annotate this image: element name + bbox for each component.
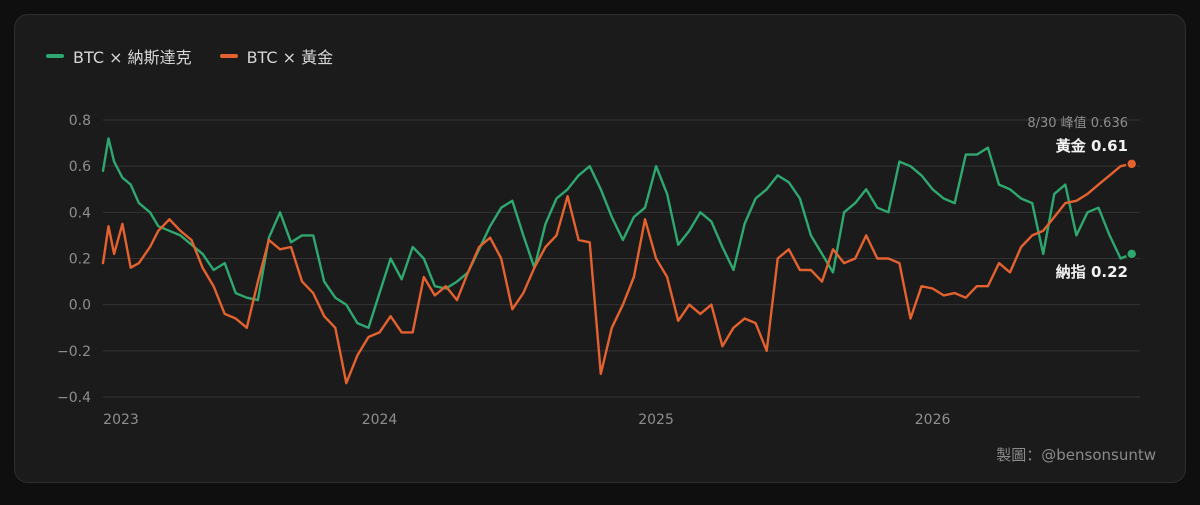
legend-swatch-nasdaq xyxy=(46,54,64,58)
y-tick-label: 0.4 xyxy=(69,205,91,221)
series-line-gold xyxy=(101,162,1133,385)
chart-card xyxy=(14,14,1186,483)
end-marker-gold xyxy=(1125,158,1138,170)
y-tick-label: −0.4 xyxy=(57,390,91,406)
legend-label-gold: BTC × 黃金 xyxy=(246,48,334,67)
end-marker-nasdaq xyxy=(1125,248,1138,260)
y-tick-label: 0.8 xyxy=(69,113,91,129)
y-tick-label: 0.6 xyxy=(69,159,91,175)
x-tick-label: 2025 xyxy=(638,412,674,428)
legend-item-gold[interactable]: BTC × 黃金 xyxy=(219,44,334,68)
x-tick-label: 2026 xyxy=(915,412,951,428)
x-tick-label: 2023 xyxy=(103,412,139,428)
legend-item-nasdaq[interactable]: BTC × 納斯達克 xyxy=(46,44,192,68)
series-line-nasdaq xyxy=(101,137,1133,329)
legend-label-nasdaq: BTC × 納斯達克 xyxy=(73,48,192,67)
y-tick-label: 0.0 xyxy=(69,298,91,314)
end-label-nasdaq: 納指 0.22 xyxy=(1056,263,1128,281)
chart-credit: 製圖：@bensonsuntw xyxy=(996,446,1156,464)
x-tick-label: 2024 xyxy=(362,412,398,428)
end-label-gold: 黃金 0.61 xyxy=(1056,137,1128,155)
y-tick-label: −0.2 xyxy=(57,344,91,360)
legend-swatch-gold xyxy=(219,54,238,58)
y-tick-label: 0.2 xyxy=(69,252,91,268)
peak-annotation: 8/30 峰值 0.636 xyxy=(1027,115,1128,131)
legend: BTC × 納斯達克 BTC × 黃金 xyxy=(46,44,333,68)
